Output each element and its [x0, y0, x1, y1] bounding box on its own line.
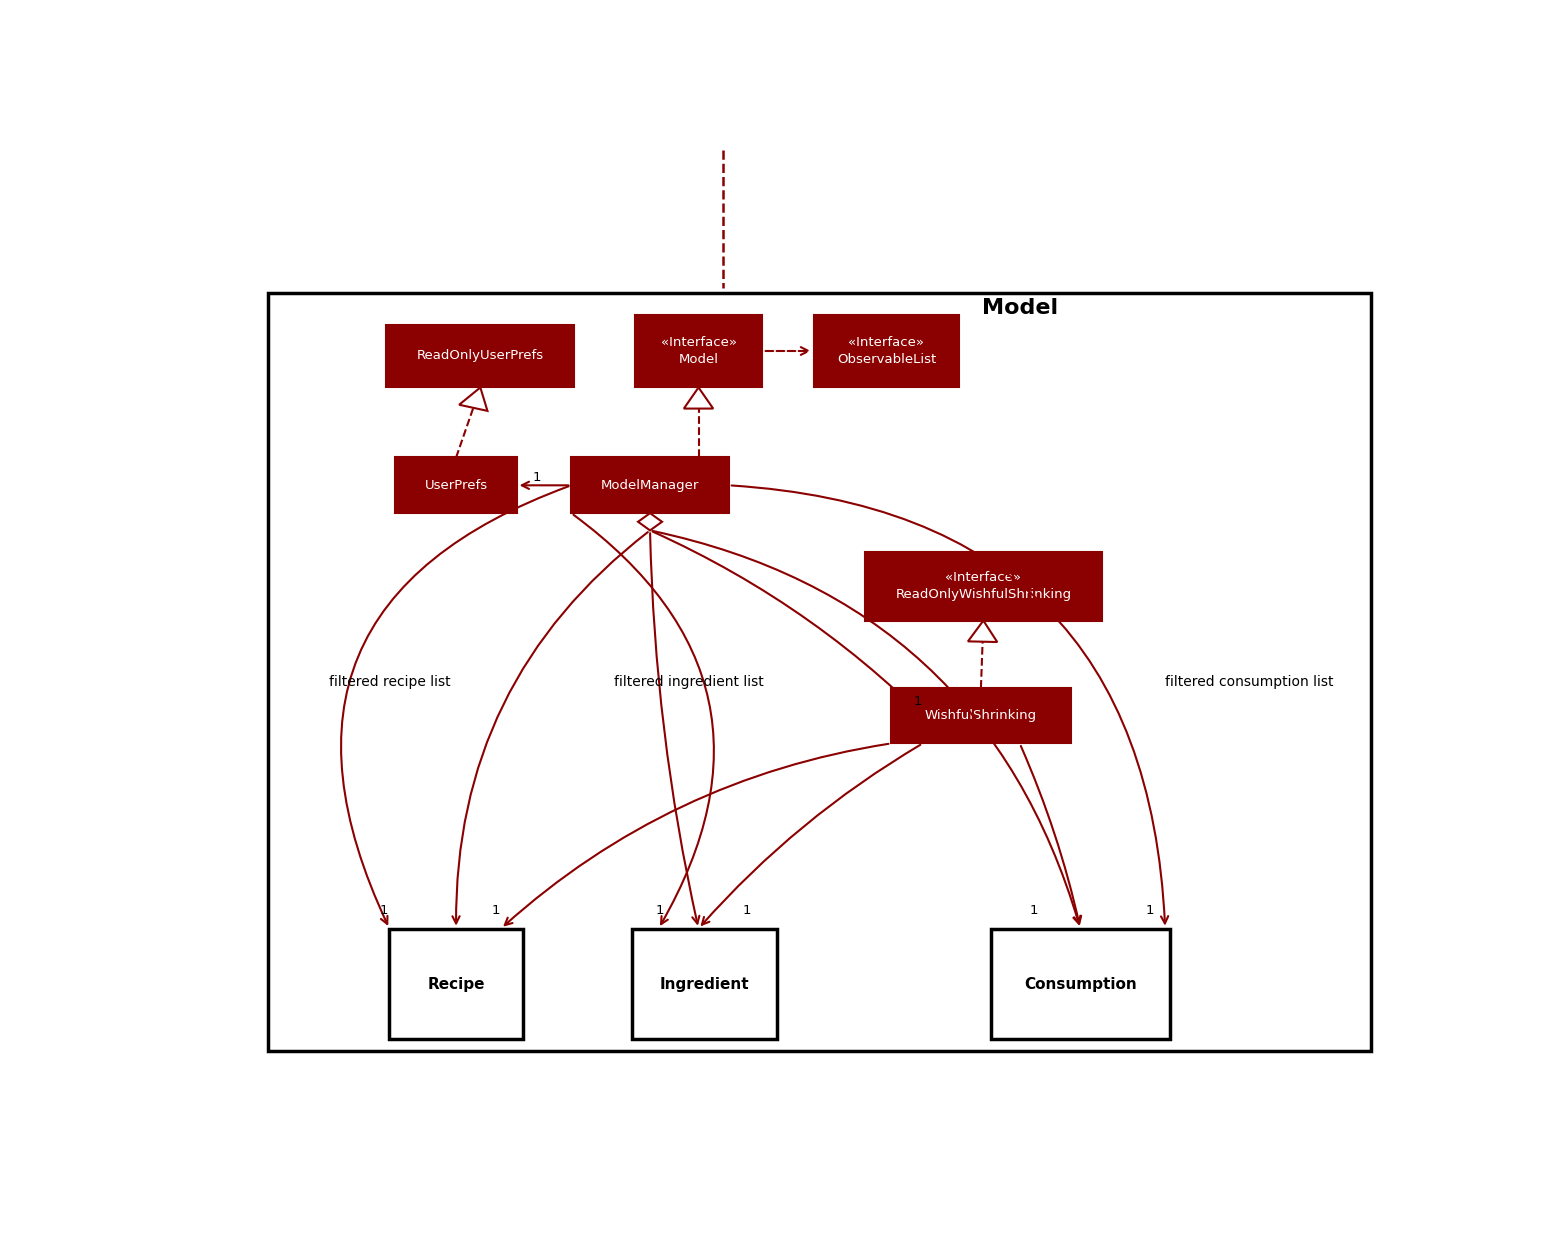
Text: Consumption: Consumption [1024, 977, 1137, 992]
Bar [571, 457, 729, 513]
Text: «Interface»
Model: «Interface» Model [660, 336, 737, 366]
Bar [990, 930, 1170, 1039]
Text: ModelManager: ModelManager [601, 478, 699, 492]
Bar [386, 325, 574, 388]
Text: Recipe: Recipe [427, 977, 485, 992]
Text: filtered ingredient list: filtered ingredient list [613, 675, 763, 689]
Bar [389, 930, 522, 1039]
Text: ReadOnlyUserPrefs: ReadOnlyUserPrefs [416, 349, 544, 363]
Bar [813, 315, 959, 388]
Text: 1: 1 [1031, 903, 1038, 917]
Text: 1: 1 [743, 903, 751, 917]
Text: Model: Model [982, 298, 1057, 318]
Bar [891, 688, 1071, 744]
Text: «Interface»
ObservableList: «Interface» ObservableList [837, 336, 935, 366]
Text: 1: 1 [913, 695, 923, 708]
Text: 1: 1 [655, 903, 665, 917]
Text: Ingredient: Ingredient [660, 977, 749, 992]
Text: WishfulShrinking: WishfulShrinking [924, 709, 1037, 723]
Bar [635, 315, 762, 388]
Text: 1: 1 [1145, 903, 1154, 917]
Text: 1: 1 [378, 903, 388, 917]
Bar [865, 552, 1101, 621]
Bar [269, 294, 1372, 1052]
Text: «Interface»
ReadOnlyWishfulShrinking: «Interface» ReadOnlyWishfulShrinking [895, 572, 1071, 601]
Text: filtered recipe list: filtered recipe list [328, 675, 450, 689]
Bar [632, 930, 777, 1039]
Bar [396, 457, 516, 513]
Text: 1: 1 [533, 471, 541, 485]
Text: filtered consumption list: filtered consumption list [1165, 675, 1334, 689]
Text: UserPrefs: UserPrefs [424, 478, 488, 492]
Text: 1: 1 [491, 903, 500, 917]
